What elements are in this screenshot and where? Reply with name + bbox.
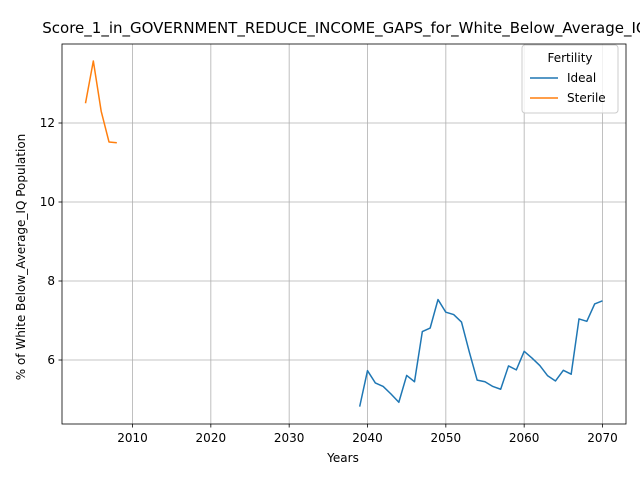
y-tick-label: 6	[47, 353, 55, 367]
legend-title: Fertility	[547, 51, 592, 65]
series-line-sterile	[84, 60, 117, 144]
plot-frame	[61, 43, 627, 425]
x-axis-label: Years	[326, 451, 359, 465]
x-tick-label: 2030	[274, 431, 305, 445]
y-tick-label: 10	[40, 195, 55, 209]
chart-title: Score_1_in_GOVERNMENT_REDUCE_INCOME_GAPS…	[42, 19, 640, 38]
x-tick-label: 2050	[431, 431, 462, 445]
x-tick-label: 2070	[587, 431, 618, 445]
x-axis: 2010 2020 2030 2040 2050 2060 2070	[117, 424, 618, 445]
legend-label-sterile: Sterile	[567, 91, 606, 105]
series-group	[84, 60, 603, 407]
x-tick-label: 2060	[509, 431, 540, 445]
series-line-ideal	[358, 298, 603, 407]
y-axis-label: % of White Below_Average_IQ Population	[14, 134, 28, 381]
x-tick-label: 2020	[196, 431, 227, 445]
legend: Fertility Ideal Sterile	[521, 44, 619, 114]
x-tick-label: 2010	[117, 431, 148, 445]
y-axis: 6 8 10 12	[40, 116, 62, 367]
y-tick-label: 8	[47, 274, 55, 288]
x-tick-label: 2040	[352, 431, 383, 445]
legend-box	[521, 44, 619, 114]
y-tick-label: 12	[40, 116, 55, 130]
legend-label-ideal: Ideal	[567, 71, 596, 85]
